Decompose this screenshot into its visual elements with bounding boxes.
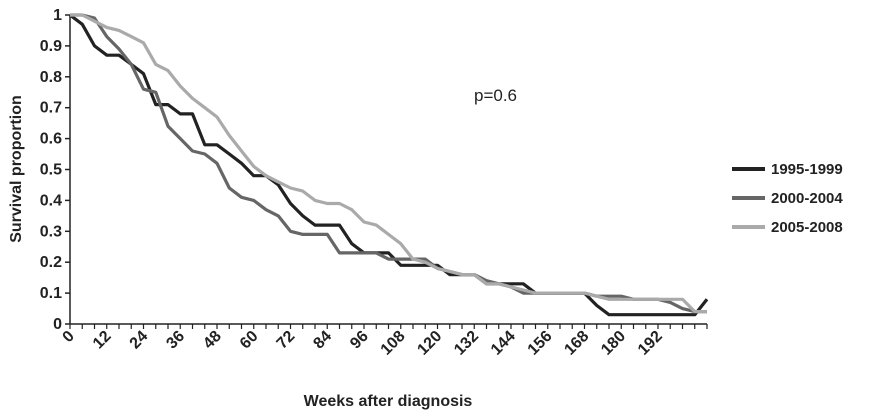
x-tick-label: 0 (60, 328, 78, 346)
x-tick-label: 144 (488, 328, 519, 359)
x-tick-label: 48 (200, 328, 225, 353)
x-tick-label: 156 (525, 328, 556, 359)
x-tick-label: 84 (310, 328, 335, 353)
y-tick-label: 0.4 (40, 192, 62, 209)
series-line-1995-1999 (69, 13, 709, 317)
x-axis: 0 12 24 36 48 60 72 84 96 108 120 132 144 156 168 180 19… (60, 323, 708, 359)
x-axis-title: Weeks after diagnosis (304, 393, 473, 410)
y-tick-label: 0.1 (40, 285, 62, 302)
legend-label: 2005-2008 (771, 219, 843, 236)
y-tick-label: 0.7 (40, 100, 62, 117)
y-tick-label: 0 (53, 316, 62, 333)
x-tick-label: 36 (163, 328, 188, 353)
x-tick-label: 132 (451, 328, 482, 359)
series-line-2000-2004 (70, 13, 707, 314)
x-tick-label: 108 (378, 328, 409, 359)
y-tick-label: 0.3 (40, 223, 62, 240)
x-tick-label: 24 (127, 328, 152, 353)
series-lines (69, 13, 709, 317)
x-tick-label: 96 (347, 328, 372, 353)
y-tick-label: 0.6 (40, 131, 62, 148)
p-value-annotation: p=0.6 (474, 86, 517, 105)
legend-label: 2000-2004 (771, 190, 843, 207)
y-axis: 0 0.1 0.2 0.3 0.4 0.5 0.6 0.7 0.8 0.9 1 (40, 7, 71, 333)
y-tick-label: 0.5 (40, 162, 62, 179)
legend-label: 1995-1999 (771, 161, 843, 178)
x-tick-label: 72 (274, 328, 299, 353)
x-tick-label: 180 (598, 328, 629, 359)
series-line-2005-2008 (70, 13, 707, 314)
y-tick-label: 0.8 (40, 69, 62, 86)
y-axis-title: Survival proportion (8, 95, 25, 243)
x-tick-label: 60 (237, 328, 262, 353)
y-tick-label: 0.9 (40, 38, 62, 55)
x-tick-label: 168 (561, 328, 592, 359)
y-tick-label: 0.2 (40, 254, 62, 271)
x-tick-label: 12 (90, 328, 115, 353)
y-tick-label: 1 (53, 7, 62, 24)
x-tick-label: 192 (635, 328, 666, 359)
x-tick-label: 120 (414, 328, 445, 359)
legend: 1995-1999 2000-2004 2005-2008 (732, 161, 843, 236)
